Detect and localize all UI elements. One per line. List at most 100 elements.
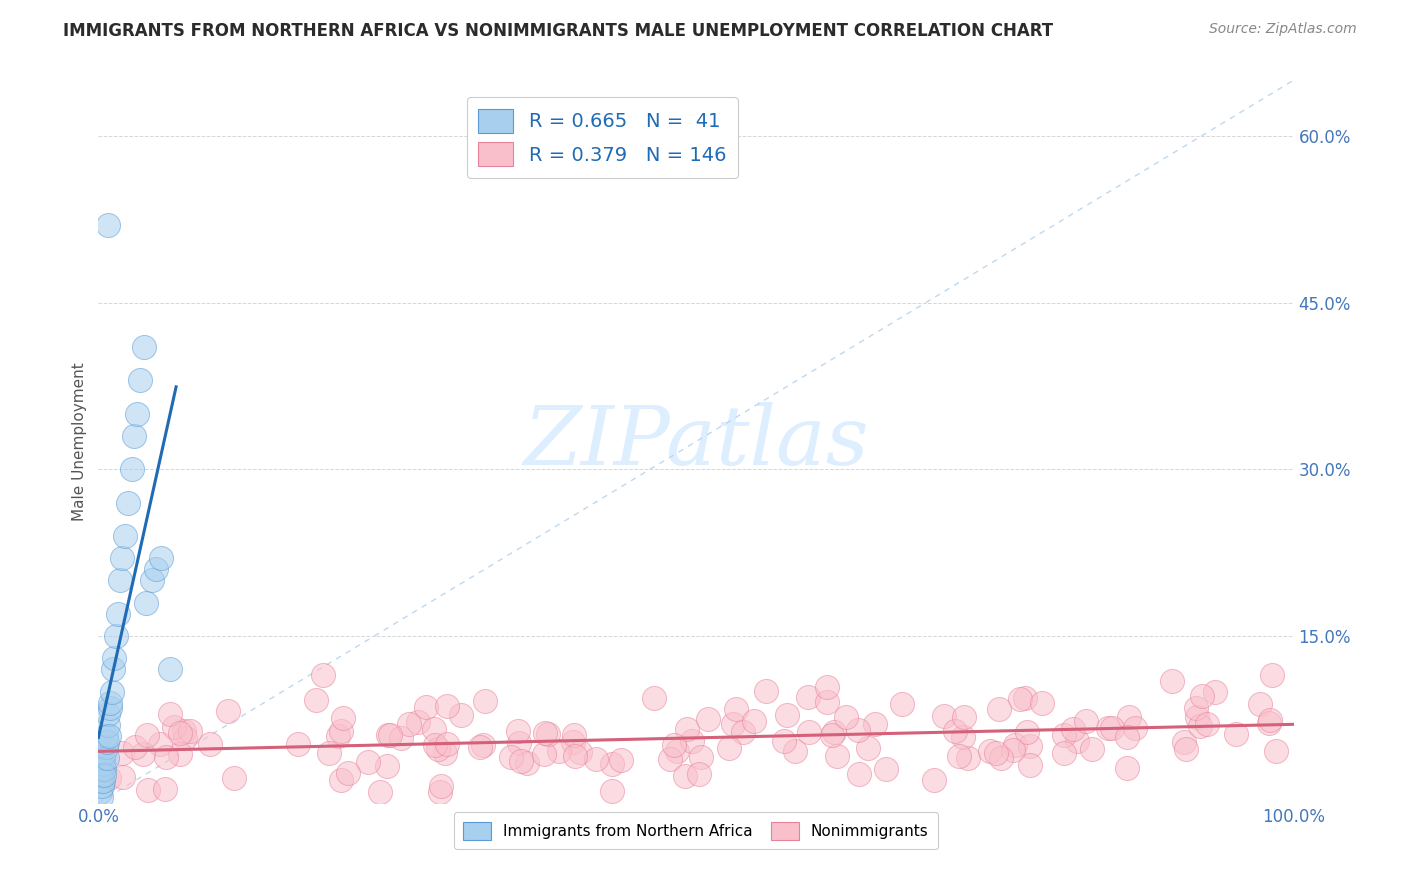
Point bbox=[472, 738, 495, 752]
Point bbox=[953, 709, 976, 723]
Point bbox=[97, 218, 120, 232]
Point bbox=[101, 662, 124, 676]
Point bbox=[681, 734, 703, 748]
Point bbox=[326, 729, 349, 743]
Point bbox=[474, 694, 496, 708]
Point bbox=[429, 784, 451, 798]
Point bbox=[1161, 674, 1184, 689]
Point bbox=[1204, 685, 1226, 699]
Point bbox=[506, 724, 529, 739]
Point bbox=[169, 747, 191, 761]
Point bbox=[89, 785, 111, 799]
Point bbox=[875, 762, 897, 776]
Point bbox=[91, 768, 114, 782]
Point bbox=[377, 728, 399, 742]
Point bbox=[1101, 721, 1123, 735]
Point bbox=[548, 744, 571, 758]
Point bbox=[1053, 728, 1076, 742]
Point bbox=[378, 728, 401, 742]
Point bbox=[132, 340, 155, 354]
Point bbox=[721, 716, 744, 731]
Point bbox=[562, 728, 585, 742]
Point bbox=[107, 607, 129, 621]
Point bbox=[821, 728, 844, 742]
Point bbox=[332, 711, 354, 725]
Point bbox=[1185, 710, 1208, 724]
Point bbox=[856, 741, 879, 756]
Point bbox=[1265, 744, 1288, 758]
Point bbox=[600, 756, 623, 771]
Y-axis label: Male Unemployment: Male Unemployment bbox=[72, 362, 87, 521]
Point bbox=[330, 723, 353, 738]
Point bbox=[124, 429, 146, 443]
Point bbox=[105, 629, 128, 643]
Point bbox=[785, 744, 807, 758]
Point bbox=[846, 723, 869, 737]
Point bbox=[848, 766, 870, 780]
Point bbox=[986, 746, 1008, 760]
Point bbox=[1014, 691, 1036, 706]
Point bbox=[91, 751, 114, 765]
Point bbox=[91, 756, 114, 771]
Point bbox=[145, 562, 167, 576]
Point bbox=[329, 773, 352, 788]
Point bbox=[98, 729, 121, 743]
Point bbox=[121, 462, 143, 476]
Point bbox=[90, 773, 112, 788]
Point bbox=[93, 763, 115, 777]
Point bbox=[516, 756, 538, 771]
Point bbox=[125, 407, 148, 421]
Point bbox=[98, 701, 122, 715]
Point bbox=[406, 715, 429, 730]
Point bbox=[755, 684, 778, 698]
Point bbox=[987, 702, 1010, 716]
Point bbox=[561, 735, 583, 749]
Point bbox=[564, 749, 586, 764]
Point bbox=[658, 752, 681, 766]
Point bbox=[1076, 714, 1098, 729]
Point bbox=[436, 737, 458, 751]
Point bbox=[823, 724, 845, 739]
Point bbox=[1191, 689, 1213, 703]
Point bbox=[1225, 727, 1247, 741]
Point bbox=[643, 691, 665, 706]
Point bbox=[94, 729, 117, 743]
Point bbox=[952, 730, 974, 744]
Point bbox=[673, 769, 696, 783]
Point bbox=[149, 737, 172, 751]
Text: ZIPatlas: ZIPatlas bbox=[523, 401, 869, 482]
Point bbox=[1260, 668, 1282, 682]
Point bbox=[1062, 722, 1084, 736]
Point bbox=[100, 684, 122, 698]
Point bbox=[600, 783, 623, 797]
Point bbox=[173, 723, 195, 738]
Point bbox=[389, 731, 412, 745]
Point bbox=[943, 724, 966, 739]
Point bbox=[863, 717, 886, 731]
Point bbox=[163, 720, 186, 734]
Point bbox=[434, 746, 457, 760]
Legend: Immigrants from Northern Africa, Nonimmigrants: Immigrants from Northern Africa, Nonimmi… bbox=[454, 813, 938, 849]
Point bbox=[159, 662, 181, 676]
Point bbox=[1185, 700, 1208, 714]
Point bbox=[375, 759, 398, 773]
Point bbox=[436, 699, 458, 714]
Point bbox=[132, 747, 155, 761]
Text: IMMIGRANTS FROM NORTHERN AFRICA VS NONIMMIGRANTS MALE UNEMPLOYMENT CORRELATION C: IMMIGRANTS FROM NORTHERN AFRICA VS NONIM… bbox=[63, 22, 1053, 40]
Point bbox=[537, 727, 560, 741]
Text: Source: ZipAtlas.com: Source: ZipAtlas.com bbox=[1209, 22, 1357, 37]
Point bbox=[287, 737, 309, 751]
Point bbox=[91, 763, 114, 777]
Point bbox=[1189, 719, 1212, 733]
Point bbox=[891, 697, 914, 711]
Point bbox=[94, 740, 117, 755]
Point bbox=[97, 718, 120, 732]
Point bbox=[169, 726, 191, 740]
Point bbox=[179, 723, 201, 738]
Point bbox=[533, 747, 555, 761]
Point bbox=[1066, 734, 1088, 748]
Point bbox=[1123, 721, 1146, 735]
Point bbox=[114, 529, 136, 543]
Point bbox=[111, 770, 134, 784]
Point bbox=[96, 751, 118, 765]
